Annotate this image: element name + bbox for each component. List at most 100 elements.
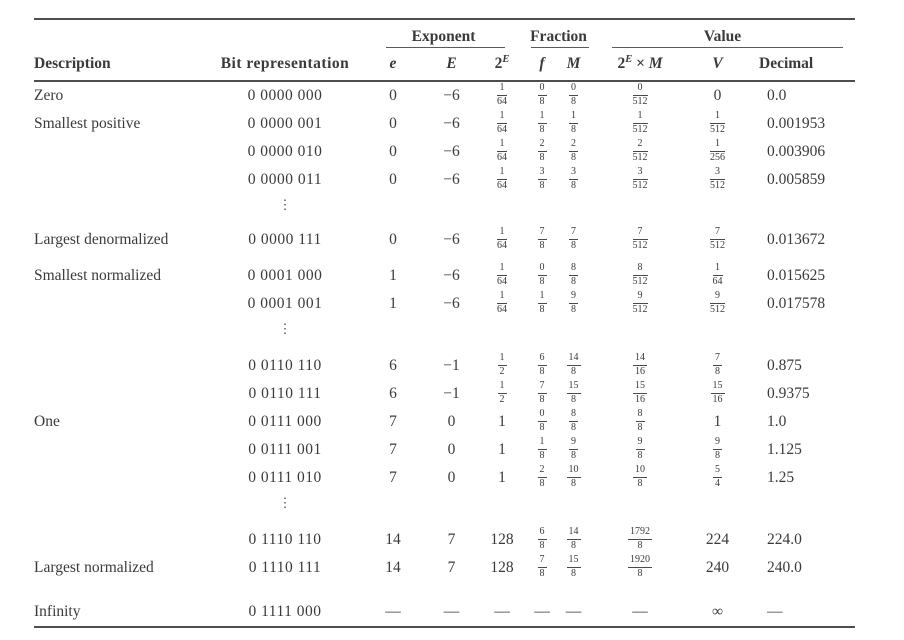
empty-cell xyxy=(360,492,426,514)
cell: 0.0 xyxy=(767,87,787,105)
cell: 0.001953 xyxy=(767,115,826,133)
fraction: 9 512 xyxy=(632,290,648,315)
fraction: 15 16 xyxy=(633,380,648,405)
empty-cell xyxy=(34,138,210,166)
table-row: 0 0000 010 0 −6 1 64 2 8 2 8 2 512 1 256 0.003906 xyxy=(34,138,855,166)
cell: 6 xyxy=(389,385,397,403)
cell: 2 512 xyxy=(590,138,690,166)
col-header-2E-times-M: 2E × M xyxy=(590,48,691,82)
fraction: 1 64 xyxy=(497,166,507,191)
cell: 1 64 xyxy=(477,216,527,254)
ellipsis-row: ⋮ xyxy=(34,318,855,340)
table-row: Infinity 0 1111 000 — — — — — — ∞ — xyxy=(34,582,855,627)
cell: −6 xyxy=(443,87,460,105)
cell: 0 0001 000 xyxy=(247,267,323,285)
cell: 0.003906 xyxy=(767,143,826,161)
col-header-V: V xyxy=(690,48,746,82)
cell: 8 512 xyxy=(590,254,690,290)
cell: 0 1110 110 xyxy=(248,531,322,549)
cell: −6 xyxy=(443,267,460,285)
cell: 7 512 xyxy=(690,216,745,254)
cell: 7 512 xyxy=(590,216,690,254)
group-fraction: Fraction xyxy=(527,19,590,48)
fraction: 1 64 xyxy=(497,290,507,315)
table-body: Zero 0 0000 000 0 −6 1 64 0 8 0 8 0 512 0 0.0 Smallest… xyxy=(34,81,855,627)
empty-cell xyxy=(34,436,210,464)
cell: 0.005859 xyxy=(767,171,826,189)
cell: 7 xyxy=(389,469,397,487)
cell: 1 xyxy=(389,295,397,313)
column-header-row: Description Bit representation e E 2E f … xyxy=(34,48,856,82)
fraction: 15 8 xyxy=(566,380,581,405)
fraction: 14 16 xyxy=(633,352,648,377)
col-header-decimal: Decimal xyxy=(745,48,856,82)
table-row: One 0 0111 000 7 0 1 0 8 8 8 8 8 1 1.0 xyxy=(34,408,855,436)
cell: 10 8 xyxy=(590,464,690,492)
cell: 15 8 xyxy=(557,554,590,582)
cell: 0 xyxy=(389,87,397,105)
cell: 0.9375 xyxy=(767,385,810,403)
empty-cell xyxy=(34,464,210,492)
cell: 0 0000 000 xyxy=(247,87,323,105)
group-underline xyxy=(531,47,590,48)
cell: 0 xyxy=(389,171,397,189)
cell: 240.0 xyxy=(767,559,802,577)
cell: 128 xyxy=(490,559,514,577)
fraction: 1 512 xyxy=(632,110,648,135)
cell: 1 512 xyxy=(690,110,745,138)
cell: 0 0000 001 xyxy=(247,115,323,133)
cell: — xyxy=(632,603,648,621)
col-header-E: E xyxy=(426,48,477,82)
cell: 224 xyxy=(705,531,730,549)
cell: 0 1110 111 xyxy=(248,559,322,577)
cell: −6 xyxy=(443,115,460,133)
cell: 1 64 xyxy=(477,138,527,166)
fraction: 1 256 xyxy=(710,138,726,163)
cell: 0 0111 001 xyxy=(248,441,322,459)
empty-cell xyxy=(34,318,210,340)
cell: 128 xyxy=(490,531,514,549)
empty-cell xyxy=(690,318,745,340)
cell: Infinity xyxy=(34,603,81,621)
table-row: Largest denormalized 0 0000 111 0 −6 1 64 7 8 7 8… xyxy=(34,216,855,254)
empty-cell xyxy=(690,194,745,216)
cell: 1 64 xyxy=(477,290,527,318)
cell: — xyxy=(494,603,510,621)
cell: 1 512 xyxy=(590,110,690,138)
empty-cell xyxy=(34,492,210,514)
fraction: 2 512 xyxy=(632,138,648,163)
col-header-f: f xyxy=(527,48,557,82)
table-row: 0 0001 001 1 −6 1 64 1 8 9 8 9 512 9 512 0.017578 xyxy=(34,290,855,318)
empty-cell xyxy=(557,194,590,216)
empty-cell xyxy=(690,492,745,514)
empty-cell xyxy=(360,318,426,340)
fraction: 7 512 xyxy=(632,226,648,251)
float-table: Exponent Fraction Value Description Bit … xyxy=(34,18,856,628)
fraction: 14 8 xyxy=(566,526,581,551)
cell: 15 8 xyxy=(557,380,590,408)
fraction: 9 512 xyxy=(710,290,726,315)
empty-cell xyxy=(527,492,557,514)
cell: 7 xyxy=(447,531,456,549)
fraction: 10 8 xyxy=(633,464,648,489)
cell: 0 512 xyxy=(590,81,690,110)
fraction: 1 512 xyxy=(710,110,726,135)
col-header-description: Description xyxy=(34,48,210,82)
